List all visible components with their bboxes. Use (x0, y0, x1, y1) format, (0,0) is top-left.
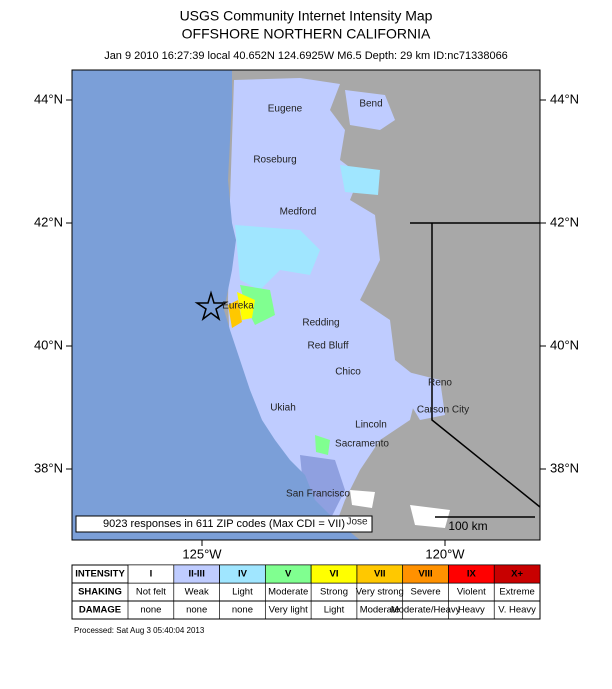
intensity-area (228, 78, 420, 540)
city-label: Jose (346, 517, 368, 528)
legend-damage: none (186, 605, 207, 616)
city-label: Ukiah (270, 403, 296, 414)
legend-damage: Moderate (360, 605, 400, 616)
city-label: Carson City (417, 405, 469, 416)
lat-label: 38°N (34, 460, 63, 475)
cities: Eugene Bend Roseburg Medford Eureka Redding Re… (222, 99, 469, 528)
responses-box (75, 515, 373, 533)
lat-label: 42°N (550, 214, 579, 229)
city-label: Chico (335, 367, 361, 378)
city-label: Redding (302, 318, 339, 329)
legend-shaking: Violent (457, 587, 486, 598)
legend-row-header: DAMAGE (79, 605, 121, 616)
scale-label: 100 km (448, 519, 487, 533)
legend-intensity: V (285, 569, 292, 580)
legend-damage: none (140, 605, 161, 616)
legend-shaking: Not felt (136, 587, 166, 598)
intensity-area (345, 90, 395, 130)
intensity-area (237, 292, 255, 320)
legend-intensity: X+ (511, 569, 523, 580)
graticule: 44°N 44°N 42°N 42°N 40°N 40°N 38°N 38°N 125°W 120… (34, 91, 579, 561)
subtitle: OFFSHORE NORTHERN CALIFORNIA (182, 26, 431, 42)
legend-intensity: VII (374, 569, 386, 580)
legend-shaking: Severe (411, 587, 441, 598)
intensity-area (350, 490, 375, 508)
legend-intensity: I (150, 569, 153, 580)
ocean (72, 70, 360, 540)
title: USGS Community Internet Intensity Map (180, 8, 433, 24)
legend-shaking: Weak (185, 587, 209, 598)
legend-row-header: SHAKING (78, 587, 122, 598)
map: 100 km 9023 responses in 611 ZIP codes (… (34, 69, 579, 561)
state-border (431, 223, 540, 508)
city-label: Red Bluff (308, 341, 349, 352)
legend-shaking: Strong (320, 587, 348, 598)
responses: 9023 responses in 611 ZIP codes (Max CDI… (103, 518, 345, 530)
lat-label: 44°N (34, 91, 63, 106)
city-label: Bend (359, 99, 382, 110)
city-label: Medford (280, 207, 317, 218)
legend-damage: Heavy (458, 605, 485, 616)
epicenter (194, 290, 228, 321)
city-label: Lincoln (355, 420, 387, 431)
legend-damage: V. Heavy (498, 605, 536, 616)
intensity-area (315, 435, 330, 455)
intensity-area (235, 225, 320, 290)
legend-intensity: VI (330, 569, 339, 580)
lat-label: 42°N (34, 214, 63, 229)
legend-shaking: Moderate (268, 587, 308, 598)
city-label: Eugene (268, 104, 303, 115)
lat-label: 38°N (550, 460, 579, 475)
map-frame (71, 69, 541, 541)
intensity-area (400, 370, 445, 420)
lat-label: 40°N (34, 337, 63, 352)
city-label: Eureka (222, 301, 254, 312)
lat-label: 40°N (550, 337, 579, 352)
legend-damage: Moderate/Heavy (391, 605, 461, 616)
intensity-area (228, 300, 242, 328)
legend-damage: none (232, 605, 253, 616)
lon-label: 120°W (425, 546, 465, 561)
event-info: Jan 9 2010 16:27:39 local 40.652N 124.69… (104, 50, 508, 62)
legend-row-header: INTENSITY (75, 569, 125, 580)
legend-shaking: Very strong (356, 587, 404, 598)
legend-shaking: Light (232, 587, 253, 598)
city-label: San Francisco (286, 489, 350, 500)
legend: INTENSITY SHAKING DAMAGE I Not felt none II-II… (71, 564, 541, 620)
legend-intensity: IV (238, 569, 248, 580)
lat-label: 44°N (550, 91, 579, 106)
legend-shaking: Extreme (499, 587, 534, 598)
intensity-area (340, 165, 380, 195)
legend-damage: Light (324, 605, 345, 616)
city-label: Sacramento (335, 439, 389, 450)
lon-label: 125°W (182, 546, 222, 561)
footer: Processed: Sat Aug 3 05:40:04 2013 (74, 626, 205, 635)
city-label: Reno (428, 378, 452, 389)
intensity-area (240, 285, 275, 325)
city-label: Roseburg (253, 155, 296, 166)
legend-damage: Very light (269, 605, 308, 616)
legend-intensity: IX (467, 569, 477, 580)
legend-intensity: VIII (418, 569, 432, 580)
intensity-area (410, 505, 450, 528)
legend-intensity: II-III (188, 569, 204, 580)
